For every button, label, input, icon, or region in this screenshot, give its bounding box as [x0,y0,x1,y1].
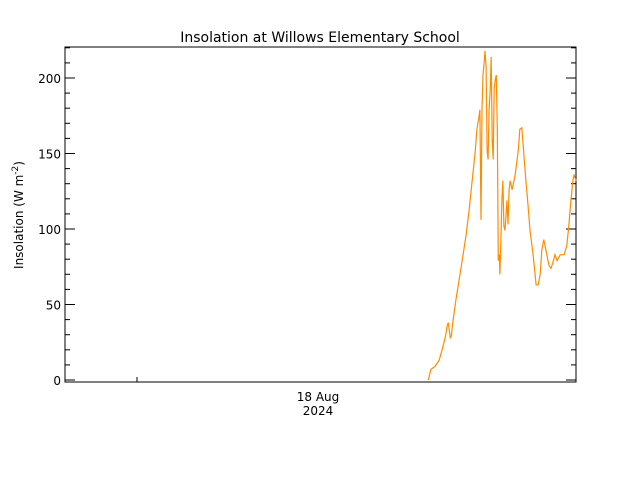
y-tick-label: 50 [46,299,61,313]
y-tick-label: 0 [53,374,61,388]
y-tick-label: 200 [38,72,61,86]
chart-title: Insolation at Willows Elementary School [180,30,460,46]
y-axis-label: Insolation (W m-2) [11,161,26,269]
plot-frame [64,46,577,383]
y-tick-label: 100 [38,223,61,237]
insolation-line [427,50,577,381]
y-axis-ticks [65,47,576,381]
x-tick-label-year: 2024 [303,404,334,418]
y-axis-tick-labels: 0 50 100 150 200 [38,72,61,388]
y-tick-label: 150 [38,148,61,162]
x-tick-label-date: 18 Aug [297,390,340,404]
